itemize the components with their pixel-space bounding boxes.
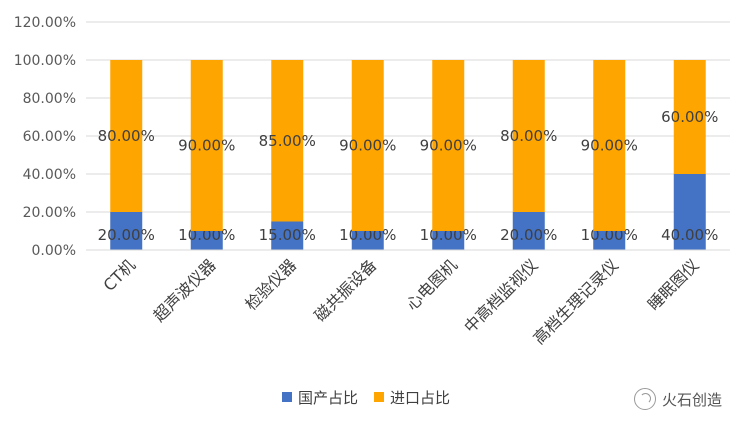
data-label: 20.00% [500,226,557,244]
x-tick-label: 超声波仪器 [150,255,220,325]
x-tick-label: 检验仪器 [241,255,300,314]
x-tick-label: 睡眠图仪 [644,255,703,314]
bar-import [512,60,545,212]
watermark-text: 火石创造 [661,390,722,409]
bar-import [190,60,223,231]
bar-domestic [432,231,465,250]
data-label: 90.00% [581,137,638,155]
y-tick-label: 40.00% [23,167,76,183]
bar-import [271,60,304,222]
data-label: 90.00% [178,137,235,155]
bar-domestic [190,231,223,250]
data-label: 40.00% [661,226,718,244]
bar-import [673,60,706,174]
y-tick-label: 60.00% [23,129,76,145]
bar-import [110,60,143,212]
y-tick-label: 20.00% [23,205,76,221]
bar-domestic [673,174,706,250]
data-label: 60.00% [661,108,718,126]
bar-import [432,60,465,231]
data-label: 90.00% [420,137,477,155]
data-label: 90.00% [339,137,396,155]
x-tick-label: 中高档监视仪 [460,255,541,336]
bar-domestic [512,212,545,250]
x-tick-label: 心电图机 [402,255,461,314]
bar-domestic [271,221,304,250]
data-label: 80.00% [500,127,557,145]
legend-label: 进口占比 [390,389,450,407]
y-tick-label: 100.00% [14,53,76,69]
bar-import [593,60,626,231]
bar-domestic [110,212,143,250]
watermark: 火石创造 [633,388,722,410]
data-label: 20.00% [98,226,155,244]
data-label: 15.00% [259,226,316,244]
data-label: 85.00% [259,132,316,150]
x-tick-label: 高档生理记录仪 [529,255,622,348]
legend-swatch [374,392,384,402]
bar-domestic [351,231,384,250]
data-label: 80.00% [98,127,155,145]
x-tick-label: CT机 [100,255,140,295]
y-tick-label: 120.00% [14,15,76,31]
x-tick-label: 磁共振设备 [311,255,381,325]
bar-domestic [593,231,626,250]
watermark-logo-icon [633,388,656,410]
y-tick-label: 80.00% [23,91,76,107]
bar-import [351,60,384,231]
y-tick-label: 0.00% [32,243,76,259]
legend-swatch [282,392,292,402]
legend-label: 国产占比 [298,389,358,407]
